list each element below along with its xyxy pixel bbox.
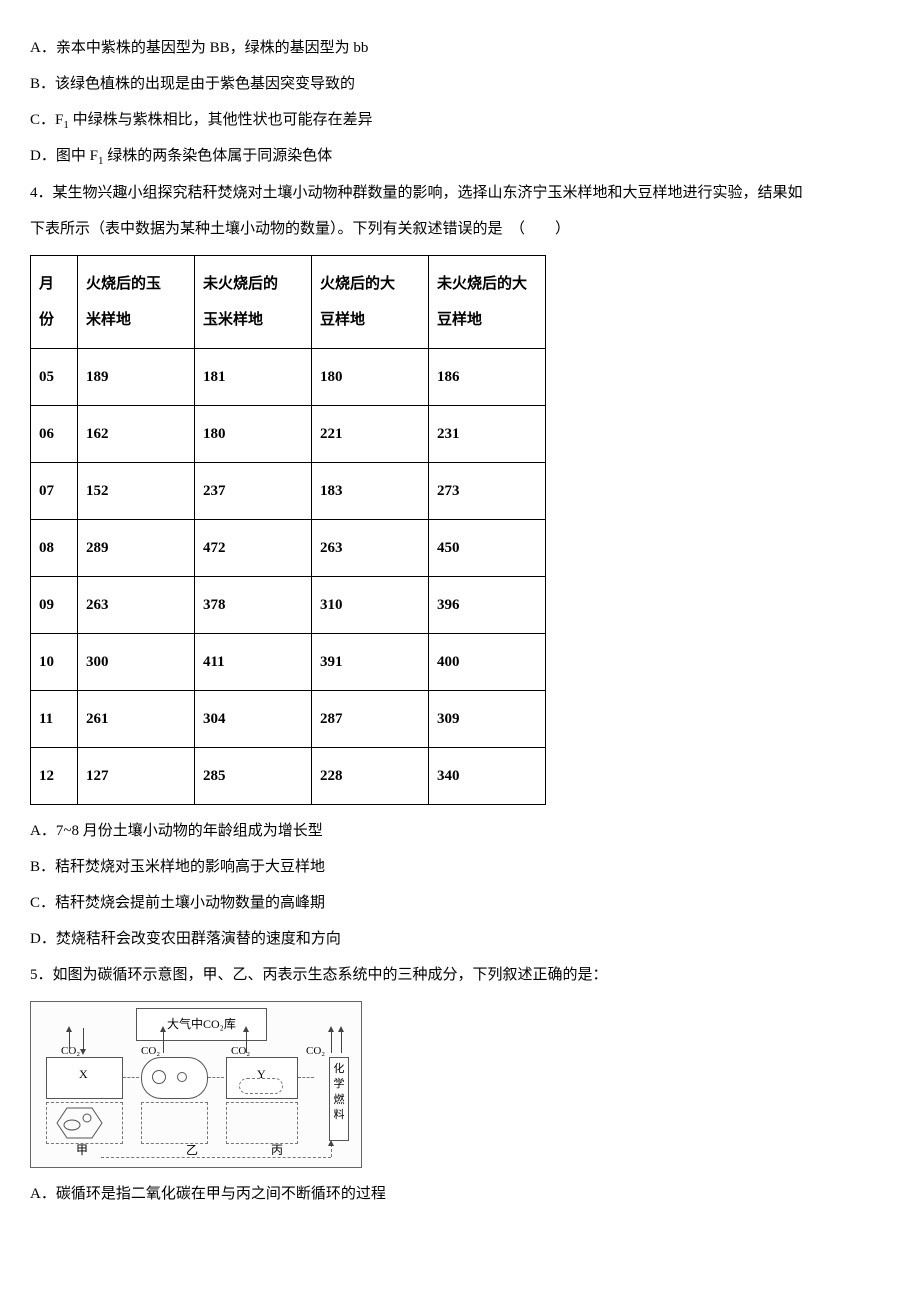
cell: 287	[312, 690, 429, 747]
cell: 11	[31, 690, 78, 747]
cell: 396	[429, 576, 546, 633]
q3-d-prefix: D．图中 F	[30, 148, 98, 164]
table-row: 05189181180186	[31, 348, 546, 405]
cell: 400	[429, 633, 546, 690]
cell: 378	[195, 576, 312, 633]
col-header-unburned-corn: 未火烧后的玉米样地	[195, 255, 312, 348]
table-row: 06162180221231	[31, 405, 546, 462]
cell: 231	[429, 405, 546, 462]
cell: 180	[195, 405, 312, 462]
table-row: 12127285228340	[31, 747, 546, 804]
cell: 261	[78, 690, 195, 747]
cell: 162	[78, 405, 195, 462]
cell: 273	[429, 462, 546, 519]
cell: 10	[31, 633, 78, 690]
q3-c-prefix: C．F	[30, 112, 63, 128]
diagram-yi-label: 乙	[186, 1136, 198, 1165]
table-row: 08289472263450	[31, 519, 546, 576]
diagram-bing-box	[226, 1102, 298, 1144]
col-header-burned-corn: 火烧后的玉米样地	[78, 255, 195, 348]
q5-carbon-cycle-diagram: 大气中CO₂库 CO₂ CO₂ CO₂ CO₂ X Y 化学燃料 甲 乙 丙	[30, 1001, 362, 1168]
q3-d-suffix: 绿株的两条染色体属于同源染色体	[103, 148, 332, 164]
cell: 189	[78, 348, 195, 405]
cell: 263	[312, 519, 429, 576]
cell: 472	[195, 519, 312, 576]
cell: 391	[312, 633, 429, 690]
q4-option-a: A．7~8 月份土壤小动物的年龄组成为增长型	[30, 813, 890, 849]
col-header-month: 月份	[31, 255, 78, 348]
cell: 300	[78, 633, 195, 690]
diagram-atmosphere-label: 大气中CO₂库	[136, 1008, 267, 1041]
cell: 263	[78, 576, 195, 633]
q5-stem: 5．如图为碳循环示意图，甲、乙、丙表示生态系统中的三种成分，下列叙述正确的是：	[30, 957, 890, 993]
q4-option-d: D．焚烧秸秆会改变农田群落演替的速度和方向	[30, 921, 890, 957]
cell: 340	[429, 747, 546, 804]
diagram-bing-label: 丙	[271, 1136, 283, 1165]
cell: 309	[429, 690, 546, 747]
cell: 07	[31, 462, 78, 519]
table-row: 10300411391400	[31, 633, 546, 690]
cell: 411	[195, 633, 312, 690]
q4-option-c: C．秸秆焚烧会提前土壤小动物数量的高峰期	[30, 885, 890, 921]
q3-c-suffix: 中绿株与紫株相比，其他性状也可能存在差异	[69, 112, 373, 128]
cell: 228	[312, 747, 429, 804]
cell: 152	[78, 462, 195, 519]
q4-stem-line2: 下表所示（表中数据为某种土壤小动物的数量）。下列有关叙述错误的是 （ ）	[30, 211, 890, 247]
cell: 180	[312, 348, 429, 405]
diagram-box-x: X	[46, 1057, 123, 1099]
cell: 450	[429, 519, 546, 576]
cell: 06	[31, 405, 78, 462]
cell: 09	[31, 576, 78, 633]
table-header-row: 月份 火烧后的玉米样地 未火烧后的玉米样地 火烧后的大豆样地 未火烧后的大豆样地	[31, 255, 546, 348]
q3-option-c: C．F1 中绿株与紫株相比，其他性状也可能存在差异	[30, 102, 890, 138]
q5-option-a: A．碳循环是指二氧化碳在甲与丙之间不断循环的过程	[30, 1176, 890, 1212]
q3-option-d: D．图中 F1 绿株的两条染色体属于同源染色体	[30, 138, 890, 174]
diagram-jia-label: 甲	[76, 1136, 88, 1165]
diagram-co2-label: CO₂	[306, 1038, 325, 1064]
cell: 289	[78, 519, 195, 576]
table-row: 07152237183273	[31, 462, 546, 519]
q4-data-table: 月份 火烧后的玉米样地 未火烧后的玉米样地 火烧后的大豆样地 未火烧后的大豆样地…	[30, 255, 546, 805]
col-header-unburned-soy: 未火烧后的大豆样地	[429, 255, 546, 348]
cell: 285	[195, 747, 312, 804]
cell: 08	[31, 519, 78, 576]
cell: 310	[312, 576, 429, 633]
diagram-fuel-box: 化学燃料	[329, 1057, 349, 1141]
q4-stem-line1: 4．某生物兴趣小组探究秸秆焚烧对土壤小动物种群数量的影响，选择山东济宁玉米样地和…	[30, 175, 890, 211]
q3-option-a: A．亲本中紫株的基因型为 BB，绿株的基因型为 bb	[30, 30, 890, 66]
table-row: 11261304287309	[31, 690, 546, 747]
cell: 05	[31, 348, 78, 405]
diagram-box-y: Y	[226, 1057, 298, 1099]
table-row: 09263378310396	[31, 576, 546, 633]
col-header-burned-soy: 火烧后的大豆样地	[312, 255, 429, 348]
diagram-x-label: X	[79, 1060, 88, 1089]
diagram-oval-cell	[141, 1057, 208, 1099]
cell: 183	[312, 462, 429, 519]
cell: 127	[78, 747, 195, 804]
q4-option-b: B．秸秆焚烧对玉米样地的影响高于大豆样地	[30, 849, 890, 885]
cell: 12	[31, 747, 78, 804]
cell: 186	[429, 348, 546, 405]
cell: 221	[312, 405, 429, 462]
cell: 237	[195, 462, 312, 519]
cell: 304	[195, 690, 312, 747]
cell: 181	[195, 348, 312, 405]
q3-option-b: B．该绿色植株的出现是由于紫色基因突变导致的	[30, 66, 890, 102]
